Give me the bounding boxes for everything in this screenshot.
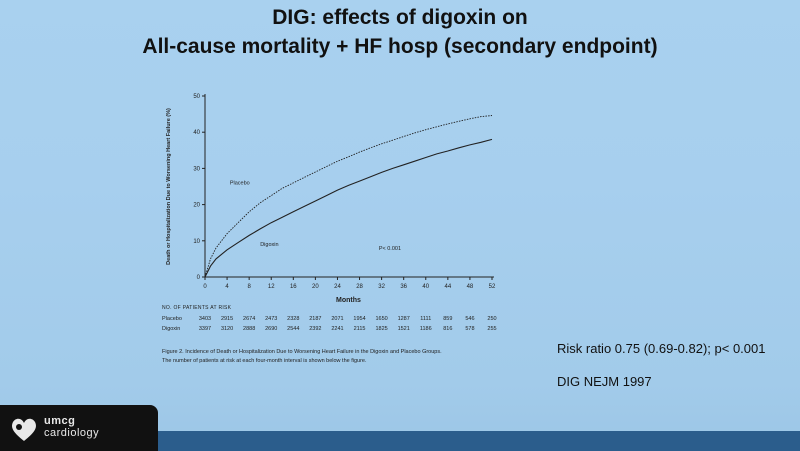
x-tick-label: 16 xyxy=(290,284,297,290)
y-tick-label: 0 xyxy=(197,275,201,281)
risk-cell: 1287 xyxy=(397,316,410,322)
risk-cell: 546 xyxy=(465,316,475,322)
risk-cell: 2544 xyxy=(287,326,300,332)
citation-text: DIG NEJM 1997 xyxy=(557,374,652,389)
risk-cell: 1954 xyxy=(353,316,366,322)
risk-row-label: Digoxin xyxy=(162,326,181,332)
footer-bar xyxy=(0,431,800,451)
risk-row-digoxin: Digoxin 3397 3120 2888 2690 2544 2392 2241 2115 1… xyxy=(162,326,507,336)
risk-cell: 1521 xyxy=(397,326,410,332)
risk-cell: 250 xyxy=(487,316,497,322)
y-tick-label: 50 xyxy=(193,94,200,100)
series-line-digoxin xyxy=(204,138,493,278)
y-tick-label: 30 xyxy=(193,166,200,172)
x-tick-label: 36 xyxy=(400,284,407,290)
risk-cell: 2674 xyxy=(243,316,256,322)
risk-cell: 2328 xyxy=(287,316,300,322)
series-label-digoxin: Digoxin xyxy=(260,242,278,248)
y-tick-label: 40 xyxy=(193,130,200,136)
risk-cell: 2473 xyxy=(265,316,278,322)
risk-cell: 2690 xyxy=(265,326,278,332)
patients-at-risk-table: NO. OF PATIENTS AT RISK Placebo 3403 2915 2… xyxy=(162,305,507,336)
risk-cell: 1111 xyxy=(420,316,432,322)
risk-cell: 1825 xyxy=(375,326,388,332)
risk-cell: 2888 xyxy=(243,326,256,332)
x-tick-label: 8 xyxy=(247,284,251,290)
x-tick-label: 44 xyxy=(445,284,452,290)
risk-cell: 3403 xyxy=(198,316,212,322)
risk-table-header: NO. OF PATIENTS AT RISK xyxy=(162,305,232,311)
risk-ratio-text: Risk ratio 0.75 (0.69-0.82); p< 0.001 xyxy=(557,341,766,356)
x-tick-label: 28 xyxy=(356,284,363,290)
y-tick-label: 10 xyxy=(193,239,200,245)
figure-caption-note: The number of patients at risk at each f… xyxy=(162,358,367,364)
x-tick-label: 32 xyxy=(378,284,385,290)
slide-title-line2: All-cause mortality + HF hosp (secondary… xyxy=(142,35,658,58)
risk-cell: 2241 xyxy=(331,326,344,332)
risk-cell: 1186 xyxy=(419,326,432,332)
x-tick-label: 12 xyxy=(268,284,275,290)
x-tick-label: 48 xyxy=(467,284,474,290)
risk-cell: 2915 xyxy=(220,316,234,322)
risk-cell: 578 xyxy=(465,326,475,332)
logo-line1: umcg xyxy=(44,415,76,427)
figure-caption: Figure 2. Incidence of Death or Hospital… xyxy=(162,349,507,367)
slide-title-line1: DIG: effects of digoxin on xyxy=(272,6,528,29)
x-axis-label: Months xyxy=(336,297,361,304)
risk-cell: 816 xyxy=(443,326,453,332)
x-tick-label: 52 xyxy=(489,284,496,290)
series-line-placebo xyxy=(204,115,493,278)
risk-cell: 2071 xyxy=(331,316,344,322)
y-tick-label: 20 xyxy=(193,203,200,209)
risk-cell: 3120 xyxy=(220,326,234,332)
risk-cell: 255 xyxy=(487,326,497,332)
risk-cell: 2115 xyxy=(353,326,366,332)
heart-logo-icon xyxy=(12,418,36,441)
p-value-annotation: P< 0.001 xyxy=(379,246,401,252)
risk-cell: 2392 xyxy=(309,326,322,332)
x-tick-label: 20 xyxy=(312,284,319,290)
x-tick-label: 24 xyxy=(334,284,341,290)
y-axis-label: Death or Hospitalization Due to Worsenin… xyxy=(166,108,172,265)
risk-row-placebo: Placebo 3403 2915 2674 2473 2328 2187 2071 1954 1… xyxy=(162,316,507,326)
series-label-placebo: Placebo xyxy=(230,181,250,187)
figure-caption-text: Figure 2. Incidence of Death or Hospital… xyxy=(162,349,442,355)
risk-cell: 2187 xyxy=(309,316,322,322)
risk-cell: 1650 xyxy=(375,316,388,322)
risk-cell: 3397 xyxy=(198,326,212,332)
logo-line2: cardiology xyxy=(44,427,100,439)
x-tick-label: 0 xyxy=(203,284,207,290)
x-tick-label: 40 xyxy=(422,284,429,290)
risk-cell: 859 xyxy=(443,316,453,322)
umcg-logo: umcg cardiology xyxy=(0,405,158,451)
risk-row-label: Placebo xyxy=(162,316,182,322)
x-tick-label: 4 xyxy=(225,284,229,290)
